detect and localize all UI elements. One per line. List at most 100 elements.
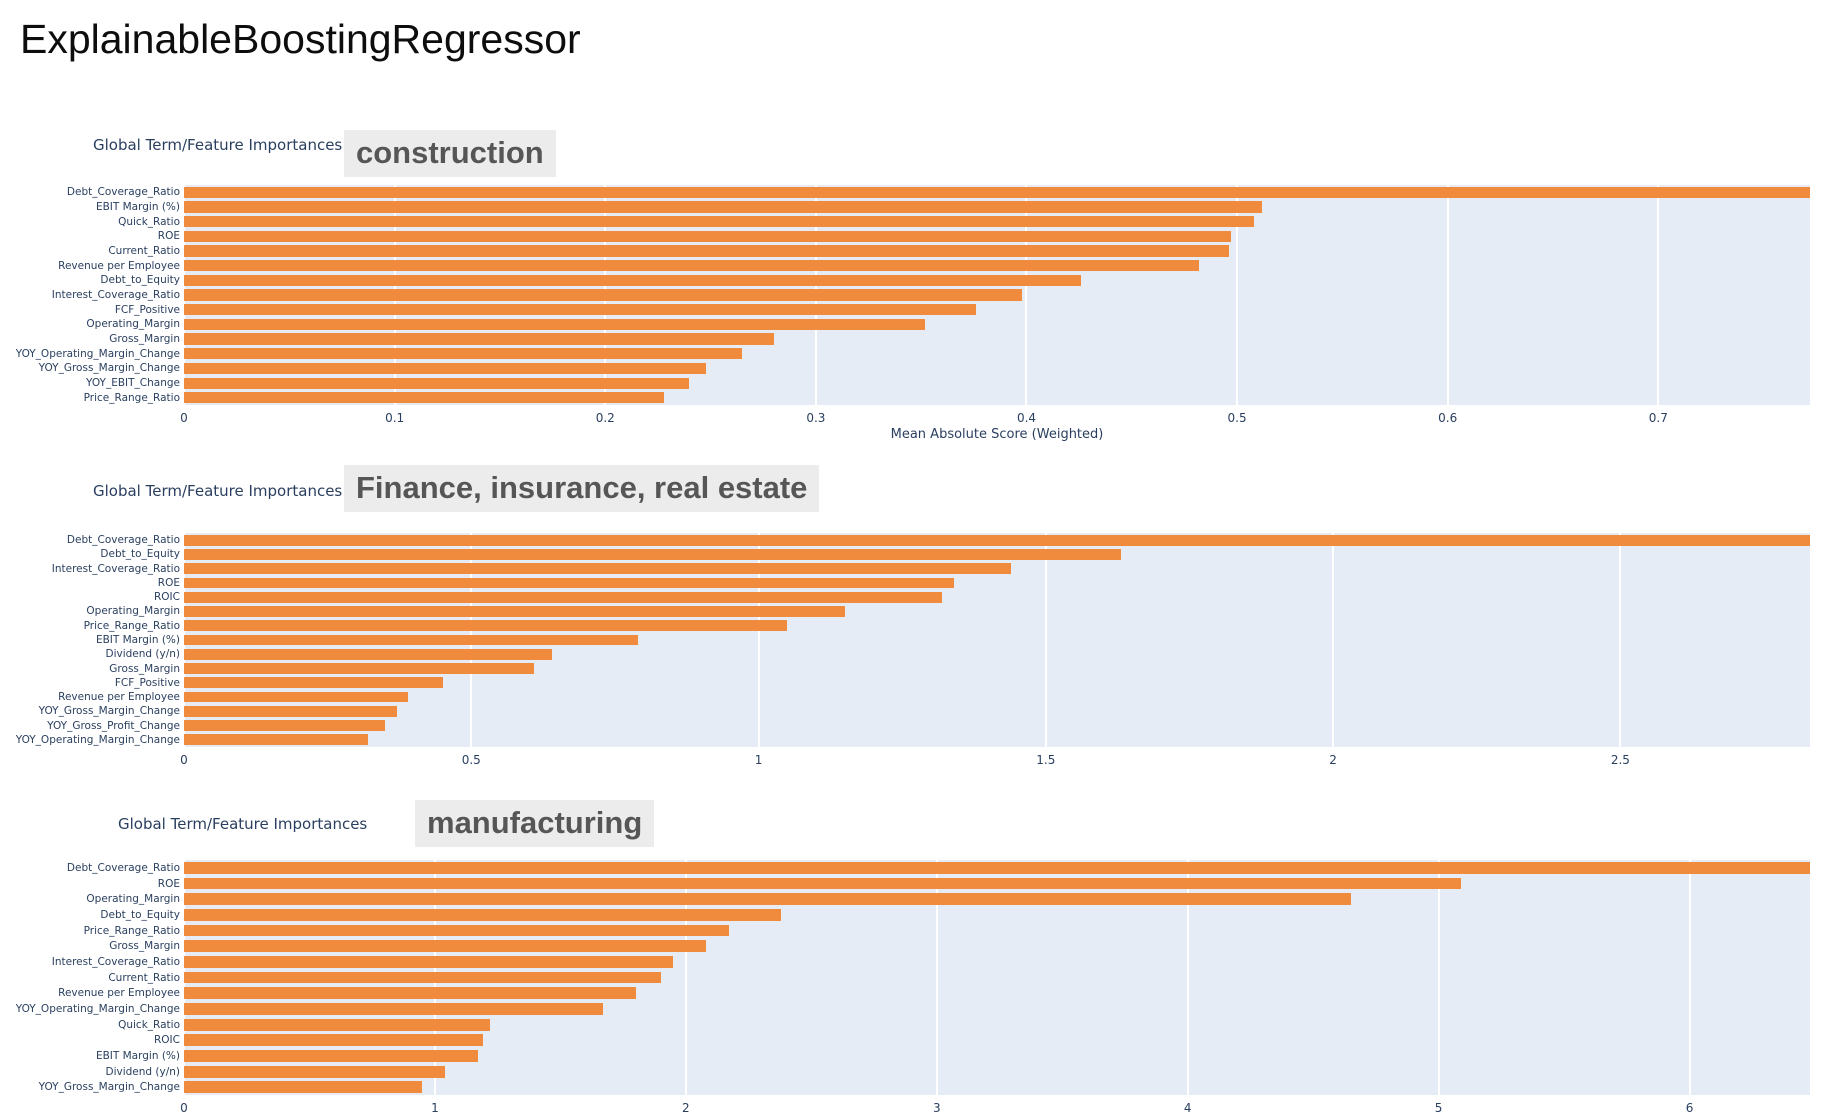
- bar-row: Interest_Coverage_Ratio: [52, 954, 1810, 970]
- bar-row: EBIT Margin (%): [96, 633, 1810, 647]
- feature-label: Operating_Margin: [86, 318, 180, 331]
- chart-title: Global Term/Feature Importances: [118, 815, 368, 833]
- x-axis-ticks: 0 0.5 1 1.5 2 2.5: [180, 751, 1810, 767]
- bar-row: Price_Range_Ratio: [84, 923, 1810, 939]
- bar-row: YOY_Gross_Margin_Change: [39, 361, 1810, 376]
- bar-row: ROIC: [154, 1032, 1810, 1048]
- plot-area: Debt_Coverage_Ratio ROE Operating_Margin De…: [16, 860, 1810, 1095]
- bar-row: Gross_Margin: [109, 332, 1810, 347]
- feature-label: Interest_Coverage_Ratio: [51, 562, 180, 575]
- bar-row: Quick_Ratio: [118, 214, 1810, 229]
- feature-label: YOY_Gross_Margin_Change: [38, 362, 180, 375]
- importance-bar: [184, 691, 409, 703]
- importance-bar: [184, 987, 636, 1000]
- x-tick-label: 5: [1434, 1101, 1443, 1115]
- section-badge: manufacturing: [415, 800, 655, 847]
- importance-bar: [184, 620, 788, 632]
- gridline: [1437, 860, 1440, 1095]
- feature-label: Debt_to_Equity: [100, 274, 180, 287]
- bar-row: YOY_Operating_Margin_Change: [16, 733, 1810, 747]
- gridline: [1446, 185, 1449, 405]
- chart-title: Global Term/Feature Importances: [93, 482, 343, 500]
- bar-row: Price_Range_Ratio: [84, 390, 1810, 405]
- x-tick-label: 4: [1183, 1101, 1192, 1115]
- importance-bar: [184, 606, 845, 617]
- chart-manufacturing: Global Term/Feature Importances manufact…: [0, 800, 1840, 1120]
- feature-label: Current_Ratio: [108, 245, 180, 258]
- x-tick-label: 0: [180, 753, 188, 767]
- bar-row: Debt_Coverage_Ratio: [67, 185, 1810, 200]
- feature-label: Price_Range_Ratio: [83, 619, 180, 632]
- gridline: [1657, 185, 1660, 405]
- feature-label: Debt_Coverage_Ratio: [66, 534, 180, 547]
- importance-bar: [184, 186, 1810, 198]
- feature-label: Interest_Coverage_Ratio: [51, 289, 180, 302]
- feature-label: EBIT Margin (%): [95, 1049, 180, 1062]
- feature-label: YOY_Operating_Margin_Change: [15, 1002, 180, 1015]
- bar-row: YOY_Gross_Margin_Change: [39, 1079, 1810, 1095]
- importance-bar: [184, 548, 1121, 560]
- x-tick-label: 0.5: [461, 753, 481, 767]
- feature-label: ROIC: [154, 1034, 180, 1047]
- feature-label: Quick_Ratio: [118, 215, 180, 228]
- feature-label: Debt_Coverage_Ratio: [66, 861, 180, 874]
- feature-label: YOY_Gross_Margin_Change: [38, 705, 180, 718]
- bar-row: Revenue per Employee: [58, 690, 1810, 704]
- x-tick-label: 0.7: [1648, 411, 1668, 425]
- importance-bar: [184, 1065, 445, 1078]
- importance-bar: [184, 1018, 491, 1031]
- x-tick-label: 0: [180, 1101, 188, 1115]
- bar-row: ROE: [158, 876, 1810, 892]
- feature-label: Revenue per Employee: [58, 259, 180, 272]
- importance-bar: [184, 362, 707, 374]
- bar-row: FCF_Positive: [115, 302, 1810, 317]
- bar-row: Quick_Ratio: [118, 1017, 1810, 1033]
- feature-label: ROIC: [154, 591, 180, 604]
- chart-title: Global Term/Feature Importances: [93, 136, 343, 154]
- gridline: [935, 860, 938, 1095]
- importance-bar: [184, 274, 1082, 286]
- bar-row: Dividend (y/n): [105, 1064, 1810, 1080]
- bar-row: Debt_to_Equity: [100, 907, 1810, 923]
- bar-row: EBIT Margin (%): [96, 1048, 1810, 1064]
- feature-label: Operating_Margin: [86, 605, 180, 618]
- importance-bar: [184, 289, 1023, 301]
- importance-bar: [184, 705, 397, 717]
- feature-label: Interest_Coverage_Ratio: [51, 955, 180, 968]
- importance-bar: [184, 377, 690, 389]
- x-tick-label: 0.3: [806, 411, 826, 425]
- feature-label: Price_Range_Ratio: [83, 924, 180, 937]
- importance-bar: [184, 971, 661, 984]
- gridline: [1025, 185, 1028, 405]
- bar-row: ROE: [158, 576, 1810, 590]
- importance-bar: [184, 734, 368, 746]
- feature-label: Debt_to_Equity: [100, 548, 180, 561]
- importance-bar: [184, 230, 1231, 242]
- x-axis-ticks: 0 0.1 0.2 0.3 0.4 0.5 0.6 0.7: [180, 409, 1810, 425]
- x-axis-ticks: 0 1 2 3 4 5 6: [180, 1099, 1810, 1115]
- x-tick-label: 2: [682, 1101, 690, 1115]
- importance-bar: [184, 955, 674, 968]
- feature-label: YOY_EBIT_Change: [86, 377, 180, 390]
- importance-bar: [184, 216, 1254, 228]
- importance-bar: [184, 304, 976, 316]
- feature-label: YOY_Operating_Margin_Change: [15, 733, 180, 746]
- importance-bar: [184, 591, 943, 603]
- importance-bar: [184, 1002, 604, 1015]
- feature-label: Gross_Margin: [109, 662, 180, 675]
- importance-bar: [184, 260, 1200, 272]
- bar-row: Operating_Margin: [86, 604, 1810, 618]
- importance-bar: [184, 634, 638, 646]
- bar-row: Dividend (y/n): [105, 647, 1810, 661]
- importance-bar: [184, 245, 1229, 257]
- importance-bar: [184, 720, 386, 731]
- importance-bar: [184, 318, 926, 330]
- bar-row: Current_Ratio: [108, 970, 1810, 986]
- bar-row: Debt_Coverage_Ratio: [67, 533, 1810, 547]
- feature-label: FCF_Positive: [114, 303, 180, 316]
- x-tick-label: 0.4: [1016, 411, 1037, 425]
- bar-row: ROE: [158, 229, 1810, 244]
- importance-bar: [184, 648, 552, 660]
- bar-row: Debt_to_Equity: [100, 547, 1810, 561]
- x-tick-label: 1: [754, 753, 763, 767]
